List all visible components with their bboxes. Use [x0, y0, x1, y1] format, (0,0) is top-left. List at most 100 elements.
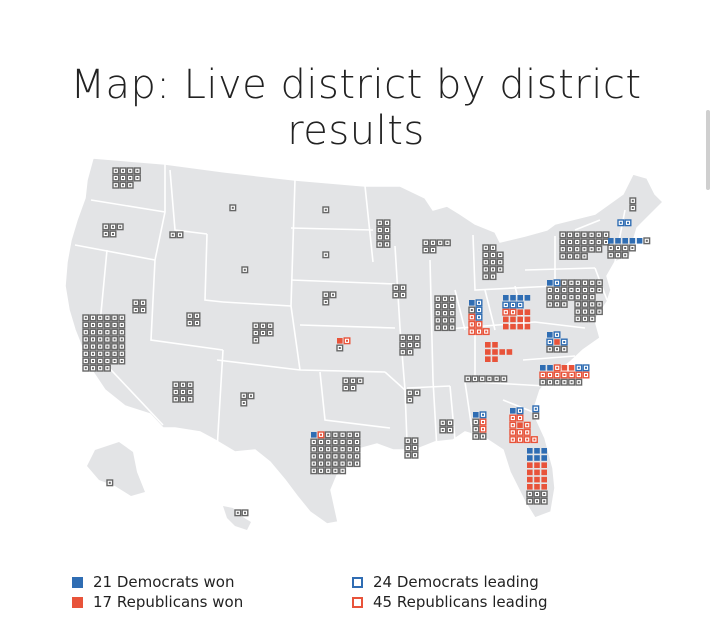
district-dot — [502, 377, 505, 380]
district-square — [337, 338, 343, 344]
district-dot — [356, 433, 358, 436]
dem-leading-swatch-icon — [352, 576, 363, 588]
district-dot — [414, 439, 416, 442]
district-dot — [446, 241, 449, 244]
district-dot — [478, 330, 480, 333]
district-dot — [92, 338, 94, 341]
district-dot — [598, 310, 601, 313]
scrollbar[interactable] — [706, 110, 710, 190]
district-square — [510, 408, 516, 414]
district-dot — [84, 324, 87, 326]
district-dot — [598, 303, 601, 306]
district-dot — [334, 462, 337, 465]
district-dot — [624, 254, 627, 257]
district-dot — [439, 241, 442, 244]
district-dot — [585, 366, 587, 369]
legend-rep-leading-label: 45 Republicans leading — [373, 593, 548, 611]
district-dot — [543, 500, 546, 503]
district-dot — [570, 374, 573, 376]
district-square — [499, 349, 505, 355]
district-dot — [512, 311, 514, 314]
district-dot — [182, 383, 184, 386]
district-square — [503, 316, 509, 323]
district-dot — [570, 289, 573, 291]
district-dot — [451, 297, 454, 300]
district-dot — [236, 511, 239, 514]
district-dot — [409, 344, 411, 346]
district-dot — [444, 305, 446, 307]
district-dot — [312, 469, 315, 472]
district-dot — [320, 448, 322, 451]
district-dot — [188, 322, 191, 324]
district-dot — [119, 225, 122, 228]
district-dot — [106, 324, 109, 326]
district-dot — [504, 311, 507, 314]
district-dot — [584, 303, 586, 306]
district-dot — [444, 326, 446, 329]
district-dot — [561, 241, 564, 243]
district-dot — [598, 289, 601, 291]
district-dot — [114, 177, 117, 179]
district-dot — [492, 268, 494, 271]
district-dot — [84, 338, 87, 341]
district-dot — [576, 289, 579, 291]
district-dot — [492, 261, 494, 264]
district-dot — [605, 241, 607, 243]
district-square — [568, 365, 575, 371]
district-square — [503, 295, 509, 301]
district-dot — [556, 348, 558, 351]
district-dot — [320, 462, 322, 465]
district-dot — [231, 206, 234, 209]
district-dot — [591, 303, 594, 306]
district-dot — [113, 352, 116, 355]
district-dot — [609, 247, 612, 249]
district-dot — [106, 331, 109, 334]
district-dot — [584, 310, 586, 313]
district-dot — [84, 345, 87, 348]
district-dot — [134, 301, 137, 304]
district-dot — [262, 324, 264, 327]
district-dot — [534, 415, 537, 417]
district-square — [622, 238, 628, 244]
district-square — [506, 349, 513, 355]
district-dot — [556, 281, 558, 284]
legend-dem-leading-label: 24 Democrats leading — [373, 573, 539, 591]
district-dot — [478, 316, 480, 319]
district-dot — [492, 275, 494, 278]
district-dot — [470, 316, 473, 319]
district-dot — [569, 255, 571, 258]
district-square — [547, 332, 553, 338]
district-dot — [478, 323, 480, 326]
district-square — [485, 349, 491, 355]
district-dot — [92, 345, 94, 348]
district-dot — [114, 169, 117, 172]
district-dot — [597, 241, 600, 243]
district-dot — [519, 438, 521, 441]
district-dot — [92, 324, 94, 326]
district-dot — [414, 447, 416, 449]
district-dot — [416, 336, 419, 339]
district-dot — [312, 448, 315, 451]
district-dot — [113, 345, 116, 348]
district-dot — [262, 332, 264, 334]
district-dot — [394, 286, 397, 289]
district-dot — [136, 177, 139, 179]
district-dot — [484, 268, 487, 271]
district-square — [311, 432, 317, 438]
district-dot — [570, 296, 573, 299]
district-dot — [484, 261, 487, 264]
district-square — [534, 484, 540, 490]
district-square — [615, 238, 621, 244]
district-dot — [474, 435, 477, 438]
district-dot — [563, 281, 566, 284]
district-dot — [344, 387, 347, 389]
district-dot — [327, 462, 330, 465]
district-square — [527, 455, 533, 461]
district-dot — [569, 233, 571, 236]
legend-dem-won-label: 21 Democrats won — [93, 573, 235, 591]
district-dot — [112, 225, 114, 228]
district-dot — [174, 398, 177, 401]
district-dot — [401, 351, 404, 354]
district-dot — [436, 312, 439, 315]
district-dot — [451, 305, 454, 307]
